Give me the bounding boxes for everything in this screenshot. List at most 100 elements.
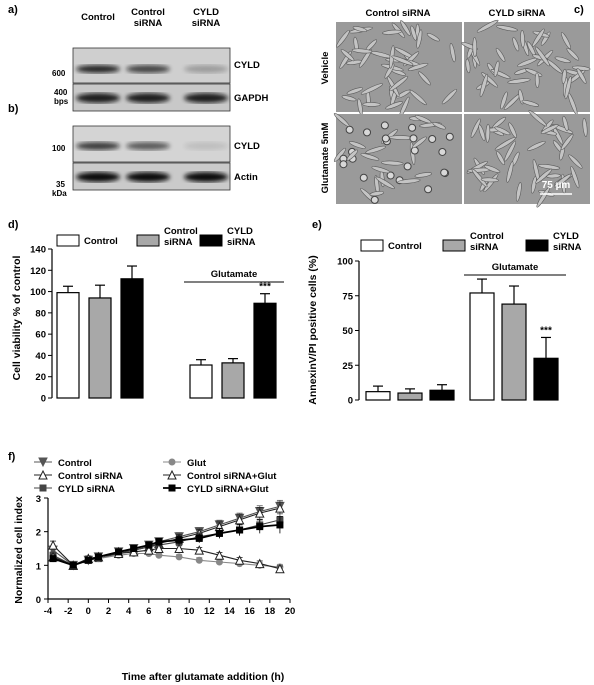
marker-bps: bps xyxy=(54,97,69,106)
bar xyxy=(429,389,455,401)
chart-d-ylabel: Cell viability % of control xyxy=(11,255,23,380)
cell-flat xyxy=(570,166,580,189)
cell-flat xyxy=(382,29,403,35)
blot-b-cyld-label: CYLD xyxy=(234,141,260,152)
legend-swatch xyxy=(199,234,223,247)
cell-flat xyxy=(479,73,488,98)
bar xyxy=(221,362,245,399)
cell-flat xyxy=(515,182,522,202)
legend-swatch xyxy=(442,239,466,252)
x-tick-label: 18 xyxy=(265,606,276,617)
data-point xyxy=(130,545,138,552)
cell-flat xyxy=(496,25,518,32)
data-point xyxy=(167,469,177,480)
blot-a-gapdh-bands xyxy=(76,93,228,103)
cell-flat xyxy=(352,26,368,33)
panel-ab-blots: a) b) Control Control siRNA CYLD siRNA CYL… xyxy=(8,4,268,198)
blot-band xyxy=(184,142,228,150)
cell-flat xyxy=(554,56,571,64)
blot-a-cyld-bands xyxy=(76,65,228,73)
y-tick-label: 75 xyxy=(342,291,353,302)
glutamate-bracket-label: Glutamate xyxy=(492,262,538,273)
legend-label: Control xyxy=(470,231,504,242)
cell-flat xyxy=(478,124,486,141)
legend-label: siRNA xyxy=(227,237,256,248)
panel-label-c: c) xyxy=(574,4,584,16)
cell-round xyxy=(381,134,390,143)
blot-band xyxy=(184,65,228,73)
cell-flat xyxy=(496,151,505,166)
y-tick-label: 0 xyxy=(41,394,46,405)
data-point xyxy=(49,555,57,563)
cell-flat xyxy=(480,177,499,183)
bar xyxy=(56,292,80,399)
blot-lane-label-control-sirna: Control siRNA xyxy=(131,7,165,29)
cell-flat xyxy=(381,160,404,166)
panel-f-cell-index-chart: f) Normalized cell index Time after glut… xyxy=(8,451,295,683)
cell-flat xyxy=(540,124,559,134)
cell-flat xyxy=(561,68,567,84)
blot-band xyxy=(126,93,170,103)
data-point xyxy=(38,469,48,480)
legend-label: CYLD xyxy=(553,231,579,242)
bar xyxy=(501,303,527,401)
cell-flat xyxy=(441,88,458,105)
cell-round xyxy=(359,173,368,182)
panel-c-micrographs: c) Control siRNA CYLD siRNA Vehicle Glut… xyxy=(320,4,591,208)
cell-flat xyxy=(485,123,491,143)
micro-col-label-cyld-sirna: CYLD siRNA xyxy=(488,8,545,19)
data-point xyxy=(168,484,176,492)
cell-flat xyxy=(412,136,427,149)
panel-d-viability-chart: d) Cell viability % of control 0 20 40 60 80… xyxy=(8,219,284,405)
cell-flat xyxy=(508,122,517,139)
bar xyxy=(469,292,495,401)
cell-flat xyxy=(418,71,431,86)
cell-flat xyxy=(414,172,433,178)
y-tick-label: 2 xyxy=(36,528,41,539)
data-point xyxy=(145,541,153,549)
cell-flat xyxy=(562,115,569,132)
panel-label-b: b) xyxy=(8,103,19,115)
micro-row-label-glutamate: Glutamate 5mM xyxy=(320,123,331,194)
cell-round xyxy=(438,147,447,156)
blot-band xyxy=(126,172,170,182)
x-tick-label: -2 xyxy=(64,606,72,617)
cell-flat xyxy=(493,60,500,78)
cell-flat xyxy=(537,163,561,170)
y-tick-label: 100 xyxy=(30,287,46,298)
cell-flat xyxy=(512,37,520,52)
x-tick-label: 0 xyxy=(86,606,91,617)
data-point xyxy=(174,543,184,553)
cell-flat xyxy=(506,161,514,183)
cell-round xyxy=(403,162,412,171)
cell-flat xyxy=(535,168,553,184)
panel-label-f: f) xyxy=(8,451,16,463)
data-point xyxy=(234,555,245,565)
y-tick-label: 0 xyxy=(36,595,41,606)
y-tick-label: 0 xyxy=(348,396,353,407)
data-point xyxy=(175,553,183,561)
cell-flat xyxy=(534,72,540,88)
cell-flat xyxy=(520,29,525,48)
legend-label: siRNA xyxy=(164,237,193,248)
marker-400: 400 xyxy=(54,88,68,97)
y-tick-label: 60 xyxy=(35,330,46,341)
x-tick-label: 6 xyxy=(146,606,151,617)
data-point xyxy=(236,526,244,534)
data-point xyxy=(168,458,176,466)
blot-a-gapdh-label: GAPDH xyxy=(234,93,268,104)
cell-round xyxy=(410,146,419,155)
cell-flat xyxy=(341,95,357,102)
data-point xyxy=(195,534,203,542)
y-tick-label: 1 xyxy=(36,561,42,572)
bar xyxy=(253,302,277,399)
blot-band xyxy=(126,142,170,150)
data-point xyxy=(155,538,163,546)
blot-lane-label-cyld-sirna: CYLD siRNA xyxy=(192,7,221,29)
blot-b-cyld-bands xyxy=(76,142,228,150)
cell-flat xyxy=(560,133,574,151)
bar xyxy=(120,278,144,399)
legend-label: Control xyxy=(164,226,198,237)
cell-flat xyxy=(391,55,414,66)
legend-label: Control xyxy=(388,241,422,252)
